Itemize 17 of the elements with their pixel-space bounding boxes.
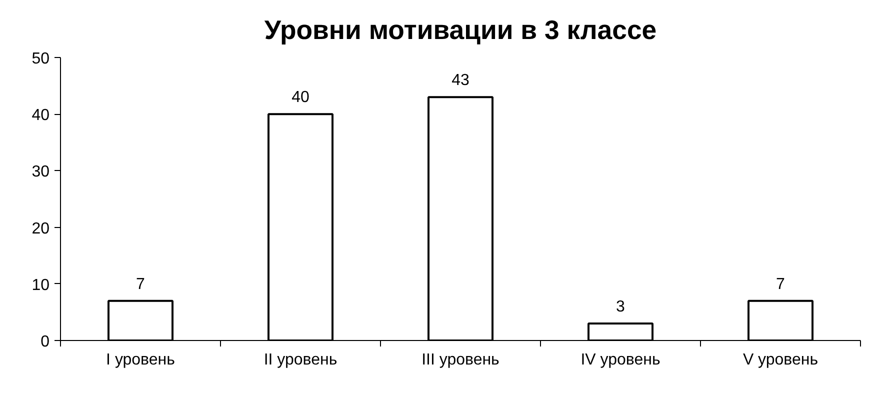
data-label: 3 [616,298,626,316]
data-label: 7 [776,276,786,293]
y-tick-label: 30 [32,164,50,181]
x-tick-label: V уровень [742,352,818,368]
x-tick-label: III уровень [422,352,500,368]
y-tick-label: 10 [32,276,50,294]
data-label: 43 [452,72,470,90]
y-tick-label: 40 [32,107,50,124]
y-tick-label: 0 [40,334,50,350]
y-tick-label: 20 [32,220,50,238]
x-tick-label: II уровень [264,352,338,368]
x-tick-label: IV уровень [580,352,660,368]
chart-title: Уровни мотивации в 3 классе [264,15,657,45]
x-tick-label: I уровень [106,352,175,368]
y-tick-label: 50 [32,50,50,68]
data-label: 7 [136,276,146,293]
data-label: 40 [292,89,310,106]
